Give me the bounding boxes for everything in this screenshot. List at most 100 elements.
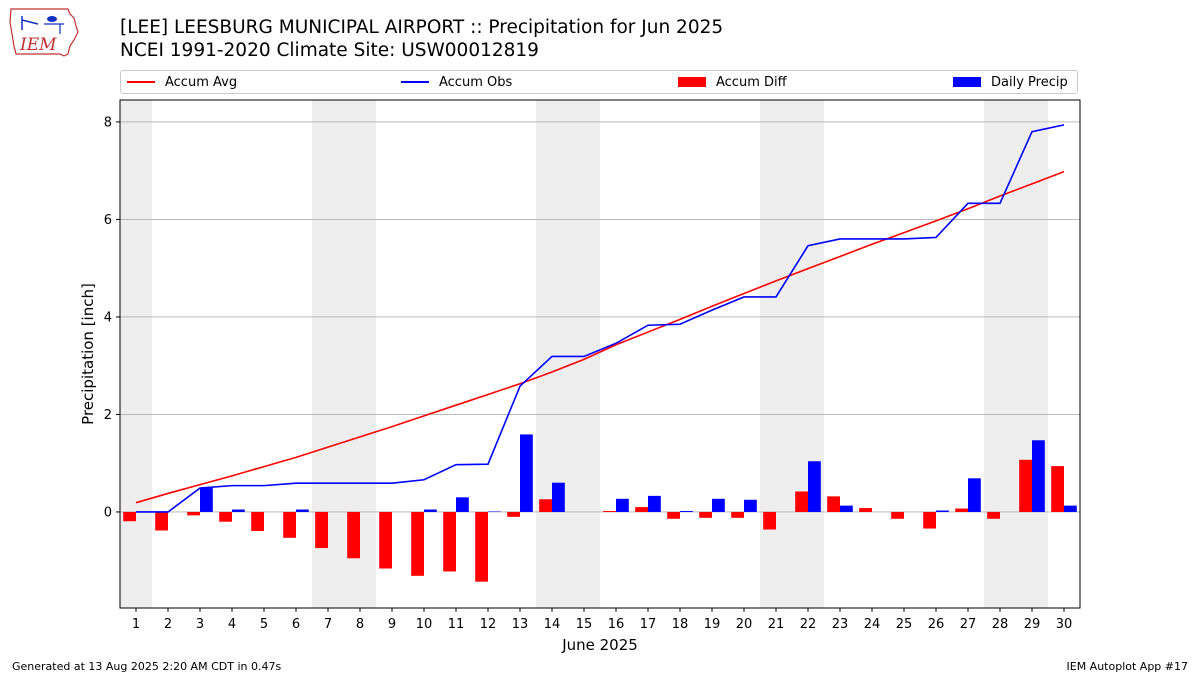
legend-daily-precip: Daily Precip [953, 71, 1068, 93]
iem-logo: IEM [9, 8, 79, 57]
x-tick-label: 12 [480, 617, 497, 632]
diff-bar [347, 511, 360, 559]
daily-bar [744, 499, 757, 512]
x-tick-label: 21 [768, 617, 785, 632]
diff-bar [603, 510, 616, 512]
x-tick-label: 14 [544, 617, 561, 632]
x-tick-label: 19 [704, 617, 721, 632]
daily-bar [424, 509, 437, 512]
diff-bar [283, 511, 296, 538]
x-tick-label: 26 [928, 617, 945, 632]
legend: Accum Avg Accum Obs Accum Diff Daily Pre… [120, 70, 1078, 94]
diff-bar [635, 507, 648, 512]
y-tick-label: 2 [104, 408, 112, 423]
diff-bar [923, 511, 936, 529]
x-tick-label: 2 [164, 617, 172, 632]
daily-bar [200, 488, 213, 512]
daily-bar [712, 498, 725, 512]
accum-obs-line [136, 124, 1065, 513]
legend-label-obs: Accum Obs [439, 74, 513, 90]
diff-bar [475, 511, 488, 582]
diff-bar [379, 511, 392, 569]
chart-subtitle: NCEI 1991-2020 Climate Site: USW00012819 [120, 40, 539, 61]
x-tick-label: 17 [640, 617, 657, 632]
x-tick-label: 13 [512, 617, 529, 632]
x-tick-label: 20 [736, 617, 753, 632]
daily-bar [1064, 505, 1077, 512]
y-tick-label: 4 [104, 310, 112, 325]
x-tick-label: 23 [832, 617, 849, 632]
daily-bar [840, 505, 853, 512]
weekend-shade [120, 100, 152, 608]
daily-bar [232, 509, 245, 512]
x-tick-label: 10 [416, 617, 433, 632]
diff-bar [507, 511, 520, 517]
x-tick-label: 7 [324, 617, 332, 632]
x-tick-label: 8 [356, 617, 364, 632]
x-tick-label: 1 [132, 617, 140, 632]
x-tick-label: 22 [800, 617, 817, 632]
x-tick-label: 29 [1024, 617, 1041, 632]
weekend-shade [760, 100, 792, 608]
diff-bar [251, 511, 264, 531]
daily-bar [456, 497, 469, 512]
iowa-outline [9, 8, 79, 57]
weekend-shade [984, 100, 1016, 608]
daily-bar [296, 509, 309, 512]
diff-bar [219, 511, 232, 522]
diff-bar [1051, 466, 1064, 512]
diff-bar [123, 511, 136, 522]
x-tick-label: 27 [960, 617, 977, 632]
diff-bar [827, 496, 840, 512]
footer-generated: Generated at 13 Aug 2025 2:20 AM CDT in … [12, 660, 282, 673]
diff-bar [859, 508, 872, 512]
diff-bar [667, 511, 680, 519]
x-tick-label: 6 [292, 617, 300, 632]
diff-bar [795, 491, 808, 512]
daily-bar [616, 498, 629, 512]
diff-bar [891, 511, 904, 519]
daily-bar [680, 510, 693, 512]
weekend-shade [792, 100, 824, 608]
plot-frame [119, 99, 1081, 609]
legend-swatch-daily [953, 77, 981, 87]
chart-title: [LEE] LEESBURG MUNICIPAL AIRPORT :: Prec… [120, 17, 724, 38]
y-tick-label: 6 [104, 213, 112, 228]
legend-swatch-diff [678, 77, 706, 87]
x-tick-label: 11 [448, 617, 465, 632]
x-tick-label: 24 [864, 617, 881, 632]
x-axis-label: June 2025 [561, 636, 638, 654]
x-tick-label: 28 [992, 617, 1009, 632]
x-tick-label: 16 [608, 617, 625, 632]
diff-bar [539, 499, 552, 512]
diff-bar [987, 511, 1000, 519]
legend-label-daily: Daily Precip [991, 74, 1068, 90]
daily-bar [808, 461, 821, 512]
legend-accum-avg: Accum Avg [127, 71, 237, 93]
y-axis-label: Precipitation [inch] [79, 283, 97, 425]
legend-label-diff: Accum Diff [716, 74, 787, 90]
legend-swatch-avg [127, 81, 155, 83]
weekend-shade [1016, 100, 1048, 608]
y-tick-label: 0 [104, 505, 112, 520]
x-tick-label: 4 [228, 617, 236, 632]
diff-bar [411, 511, 424, 576]
diff-bar [699, 511, 712, 518]
x-tick-label: 30 [1056, 617, 1073, 632]
daily-bar [648, 495, 661, 512]
x-tick-label: 3 [196, 617, 204, 632]
diff-bar [763, 511, 776, 530]
x-tick-label: 15 [576, 617, 593, 632]
diff-bar [315, 511, 328, 549]
daily-bar [520, 434, 533, 512]
legend-label-avg: Accum Avg [165, 74, 238, 90]
diff-bar [955, 508, 968, 512]
x-tick-label: 25 [896, 617, 913, 632]
legend-accum-obs: Accum Obs [401, 71, 512, 93]
x-tick-label: 18 [672, 617, 689, 632]
diff-bar [1019, 459, 1032, 512]
diff-bar [443, 511, 456, 572]
x-tick-label: 9 [388, 617, 396, 632]
legend-accum-diff: Accum Diff [678, 71, 787, 93]
